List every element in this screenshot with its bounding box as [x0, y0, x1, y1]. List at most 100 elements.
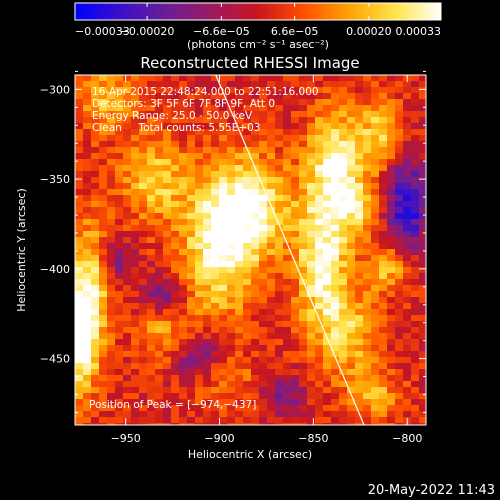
heatmap-cell — [307, 201, 316, 208]
heatmap-cell — [395, 201, 404, 208]
heatmap-cell — [203, 201, 212, 208]
heatmap-cell — [123, 405, 132, 412]
heatmap-cell — [195, 159, 204, 166]
heatmap-cell — [171, 297, 180, 304]
heatmap-cell — [299, 309, 308, 316]
heatmap-cell — [75, 255, 84, 262]
heatmap-cell — [235, 159, 244, 166]
heatmap-cell — [379, 171, 388, 178]
heatmap-cell — [339, 219, 348, 226]
heatmap-cell — [275, 81, 284, 88]
heatmap-cell — [283, 117, 292, 124]
heatmap-cell — [339, 369, 348, 376]
heatmap-cell — [115, 195, 124, 202]
heatmap-cell — [195, 99, 204, 106]
heatmap-cell — [179, 219, 188, 226]
heatmap-cell — [379, 147, 388, 154]
heatmap-cell — [299, 405, 308, 412]
heatmap-cell — [123, 183, 132, 190]
heatmap-cell — [235, 393, 244, 400]
heatmap-cell — [195, 213, 204, 220]
heatmap-cell — [259, 423, 268, 425]
heatmap-cell — [323, 207, 332, 214]
heatmap-cell — [291, 93, 300, 100]
heatmap-cell — [203, 237, 212, 244]
heatmap-cell — [363, 357, 372, 364]
heatmap-cell — [243, 129, 252, 136]
heatmap-cell — [187, 147, 196, 154]
heatmap-cell — [347, 213, 356, 220]
heatmap-cell — [339, 405, 348, 412]
heatmap-cell — [235, 261, 244, 268]
heatmap-cell — [371, 165, 380, 172]
heatmap-cell — [371, 123, 380, 130]
heatmap-cell — [339, 87, 348, 94]
heatmap-cell — [163, 165, 172, 172]
heatmap-cell — [371, 381, 380, 388]
heatmap-cell — [163, 267, 172, 274]
heatmap-cell — [195, 405, 204, 412]
heatmap-cell — [355, 357, 364, 364]
heatmap-cell — [131, 399, 140, 406]
heatmap-cell — [339, 195, 348, 202]
heatmap-cell — [163, 339, 172, 346]
heatmap-cell — [283, 81, 292, 88]
heatmap-cell — [155, 357, 164, 364]
heatmap-cell — [299, 177, 308, 184]
heatmap-cell — [91, 273, 100, 280]
heatmap-cell — [299, 225, 308, 232]
heatmap-cell — [75, 159, 84, 166]
heatmap-cell — [235, 345, 244, 352]
heatmap-cell — [419, 393, 426, 400]
heatmap-cell — [323, 357, 332, 364]
heatmap-cell — [347, 303, 356, 310]
heatmap-cell — [155, 255, 164, 262]
heatmap-cell — [363, 225, 372, 232]
heatmap-cell — [171, 285, 180, 292]
heatmap-cell — [163, 351, 172, 358]
heatmap-cell — [115, 201, 124, 208]
heatmap-cell — [235, 171, 244, 178]
heatmap-cell — [123, 195, 132, 202]
heatmap-cell — [83, 165, 92, 172]
heatmap-cell — [251, 135, 260, 142]
heatmap-cell — [123, 285, 132, 292]
heatmap-cell — [155, 153, 164, 160]
heatmap-cell — [419, 219, 426, 226]
heatmap-cell — [411, 207, 420, 214]
heatmap-cell — [243, 135, 252, 142]
heatmap-cell — [171, 333, 180, 340]
heatmap-cell — [195, 303, 204, 310]
heatmap-cell — [83, 195, 92, 202]
heatmap-cell — [387, 105, 396, 112]
heatmap-cell — [275, 321, 284, 328]
heatmap-cell — [395, 387, 404, 394]
heatmap-cell — [131, 75, 140, 82]
heatmap-cell — [83, 249, 92, 256]
heatmap-cell — [387, 129, 396, 136]
heatmap-cell — [307, 273, 316, 280]
heatmap-cell — [211, 387, 220, 394]
heatmap-cell — [355, 87, 364, 94]
heatmap-cell — [267, 393, 276, 400]
heatmap-cell — [99, 381, 108, 388]
heatmap-cell — [395, 243, 404, 250]
heatmap-cell — [235, 195, 244, 202]
heatmap-cell — [395, 231, 404, 238]
heatmap-cell — [379, 423, 388, 425]
heatmap-cell — [187, 261, 196, 268]
heatmap-cell — [227, 273, 236, 280]
heatmap-cell — [75, 135, 84, 142]
heatmap-cell — [331, 363, 340, 370]
heatmap-cell — [307, 141, 316, 148]
heatmap-cell — [363, 375, 372, 382]
heatmap-cell — [203, 195, 212, 202]
heatmap-cell — [291, 261, 300, 268]
heatmap-cell — [107, 393, 116, 400]
heatmap-cell — [75, 315, 84, 322]
heatmap-cell — [179, 315, 188, 322]
heatmap-cell — [163, 189, 172, 196]
heatmap-cell — [99, 393, 108, 400]
heatmap-cell — [147, 159, 156, 166]
heatmap-cell — [179, 237, 188, 244]
